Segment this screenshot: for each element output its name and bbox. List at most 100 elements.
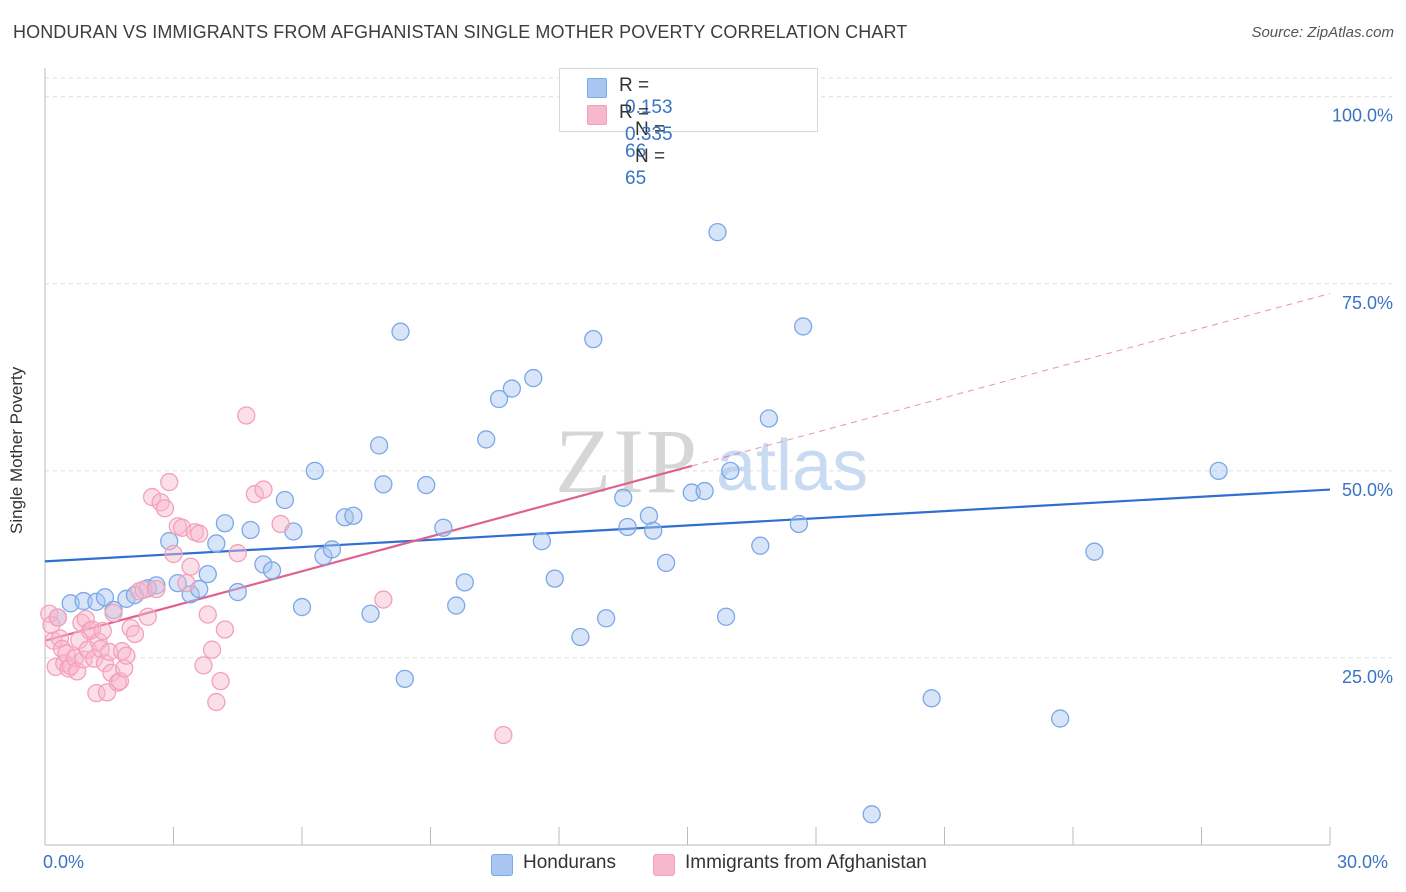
trend-lines (44, 293, 1331, 642)
point-hondurans (502, 379, 522, 398)
point-afghanistan (85, 649, 104, 668)
point-afghanistan (254, 480, 273, 499)
point-hondurans (391, 322, 410, 341)
point-hondurans (1085, 542, 1104, 561)
y-tick-label: 100.0% (1332, 106, 1393, 126)
point-afghanistan (194, 656, 213, 675)
watermark-zip: ZIP (555, 410, 699, 512)
point-afghanistan (160, 472, 179, 492)
point-hondurans (695, 481, 714, 501)
point-afghanistan (198, 605, 217, 624)
point-hondurans (95, 588, 115, 607)
point-afghanistan (76, 609, 95, 629)
point-hondurans (374, 475, 393, 494)
point-hondurans (584, 330, 603, 349)
axes (44, 68, 1331, 846)
point-hondurans (862, 805, 881, 824)
point-afghanistan (207, 692, 226, 712)
point-afghanistan (164, 544, 183, 564)
point-afghanistan (271, 514, 290, 534)
point-hondurans (74, 591, 93, 611)
point-afghanistan (100, 642, 119, 662)
point-afghanistan (93, 621, 112, 641)
correlation-legend: R = 0.153 N = 66 R = 0.335 N = 65 (559, 68, 818, 189)
point-afghanistan (190, 524, 209, 543)
point-hondurans (922, 689, 941, 708)
point-afghanistan (494, 725, 513, 745)
legend-swatch-hondurans (491, 854, 513, 876)
point-hondurans (794, 317, 813, 336)
point-afghanistan (95, 654, 115, 673)
point-hondurans (417, 475, 436, 495)
point-hondurans (181, 585, 200, 604)
point-hondurans (618, 517, 637, 537)
point-afghanistan (181, 557, 200, 576)
point-hondurans (477, 430, 496, 449)
trend-hondurans (44, 488, 1331, 563)
watermark: ZIP atlas (555, 410, 868, 512)
y-tick-label: 75.0% (1342, 293, 1393, 313)
trend-afghanistan (44, 464, 693, 642)
point-hondurans (545, 569, 564, 588)
point-hondurans (708, 222, 727, 242)
point-hondurans (532, 532, 552, 551)
point-hondurans (489, 389, 509, 409)
point-afghanistan (374, 590, 393, 609)
data-points (40, 222, 1228, 824)
point-afghanistan (211, 671, 230, 691)
legend-label-afghanistan: Immigrants from Afghanistan (685, 852, 927, 873)
point-afghanistan (142, 487, 162, 507)
point-hondurans (434, 518, 453, 537)
point-hondurans (614, 488, 633, 507)
watermark-atlas: atlas (716, 426, 868, 506)
point-hondurans (215, 514, 235, 533)
point-afghanistan (125, 624, 145, 644)
series-legend: Hondurans Immigrants from Afghanistan (0, 851, 1406, 879)
r-value: 0.153 (625, 97, 673, 118)
point-hondurans (644, 521, 663, 540)
legend-swatch-hondurans (587, 78, 607, 98)
point-hondurans (305, 461, 325, 481)
point-afghanistan (104, 603, 123, 623)
point-hondurans (395, 669, 414, 689)
n-value: 66 (625, 141, 647, 162)
point-afghanistan (215, 620, 235, 639)
point-afghanistan (48, 608, 67, 627)
point-afghanistan (42, 615, 61, 635)
x-tick-left: 0.0% (43, 852, 85, 872)
r-label: R = (619, 75, 650, 96)
point-hondurans (361, 604, 380, 623)
point-hondurans (596, 609, 616, 628)
y-tick-labels: 25.0% 50.0% 75.0% 100.0% (1332, 106, 1393, 687)
n-label: N = (635, 119, 666, 140)
point-hondurans (721, 461, 740, 481)
point-hondurans (87, 592, 106, 611)
n-value: 65 (625, 168, 647, 189)
x-tick-right: 30.0% (1337, 852, 1389, 872)
trend-afghanistan-extension (691, 293, 1331, 467)
point-hondurans (716, 607, 736, 626)
point-hondurans (1051, 709, 1070, 728)
y-tick-label: 50.0% (1342, 480, 1393, 500)
point-hondurans (322, 540, 342, 559)
point-hondurans (369, 436, 389, 455)
point-hondurans (447, 596, 466, 615)
point-afghanistan (117, 646, 136, 665)
r-label: R = (619, 102, 650, 123)
point-hondurans (1209, 461, 1228, 481)
chart-title: HONDURAN VS IMMIGRANTS FROM AFGHANISTAN … (13, 22, 908, 42)
source-label: Source: ZipAtlas.com (1251, 24, 1394, 41)
point-hondurans (789, 514, 809, 534)
r-value: 0.335 (625, 124, 673, 145)
point-afghanistan (237, 406, 256, 425)
legend-label-hondurans: Hondurans (523, 852, 616, 873)
point-hondurans (344, 506, 363, 525)
n-label: N = (635, 146, 666, 167)
point-afghanistan (202, 640, 222, 659)
legend-swatch-afghanistan (587, 105, 607, 125)
point-afghanistan (177, 573, 196, 593)
point-hondurans (524, 368, 543, 388)
point-afghanistan (228, 544, 247, 563)
y-axis-label: Single Mother Poverty (7, 366, 26, 534)
